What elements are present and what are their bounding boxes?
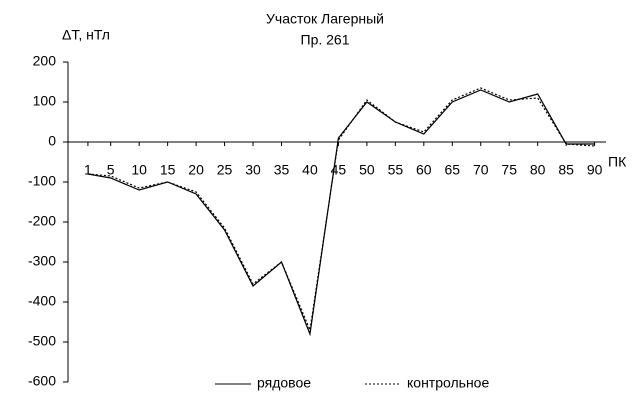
x-tick-label: 35: [274, 162, 290, 178]
x-tick-label: 65: [444, 162, 460, 178]
series-line: [87, 87, 595, 333]
series-line: [87, 89, 595, 337]
legend-label: контрольное: [407, 375, 489, 391]
y-tick-label: -100: [28, 173, 56, 189]
x-tick-label: 25: [217, 162, 233, 178]
y-tick-label: 0: [48, 133, 56, 149]
y-tick-label: -200: [28, 213, 56, 229]
x-tick-label: 1: [84, 162, 92, 178]
x-tick-label: 90: [587, 162, 603, 178]
x-tick-label: 80: [530, 162, 546, 178]
x-tick-label: 5: [107, 162, 115, 178]
y-tick-label: -300: [28, 253, 56, 269]
chart-subtitle: Пр. 261: [301, 32, 350, 48]
x-axis-label: ПК: [608, 154, 627, 170]
x-tick-label: 55: [388, 162, 404, 178]
chart-title: Участок Лагерный: [266, 11, 384, 27]
y-axis-label: ΔT, нТл: [62, 27, 110, 43]
y-tick-label: -400: [28, 293, 56, 309]
legend-label: рядовое: [257, 375, 311, 391]
x-tick-label: 50: [359, 162, 375, 178]
x-tick-label: 40: [302, 162, 318, 178]
x-tick-label: 85: [558, 162, 574, 178]
y-tick-label: 200: [33, 53, 57, 69]
x-tick-label: 60: [416, 162, 432, 178]
x-tick-label: 10: [131, 162, 147, 178]
y-tick-label: 100: [33, 93, 57, 109]
x-tick-label: 30: [245, 162, 261, 178]
y-tick-label: -500: [28, 333, 56, 349]
x-tick-label: 15: [160, 162, 176, 178]
x-tick-label: 75: [501, 162, 517, 178]
y-tick-label: -600: [28, 373, 56, 389]
x-tick-label: 70: [473, 162, 489, 178]
x-tick-label: 20: [188, 162, 204, 178]
